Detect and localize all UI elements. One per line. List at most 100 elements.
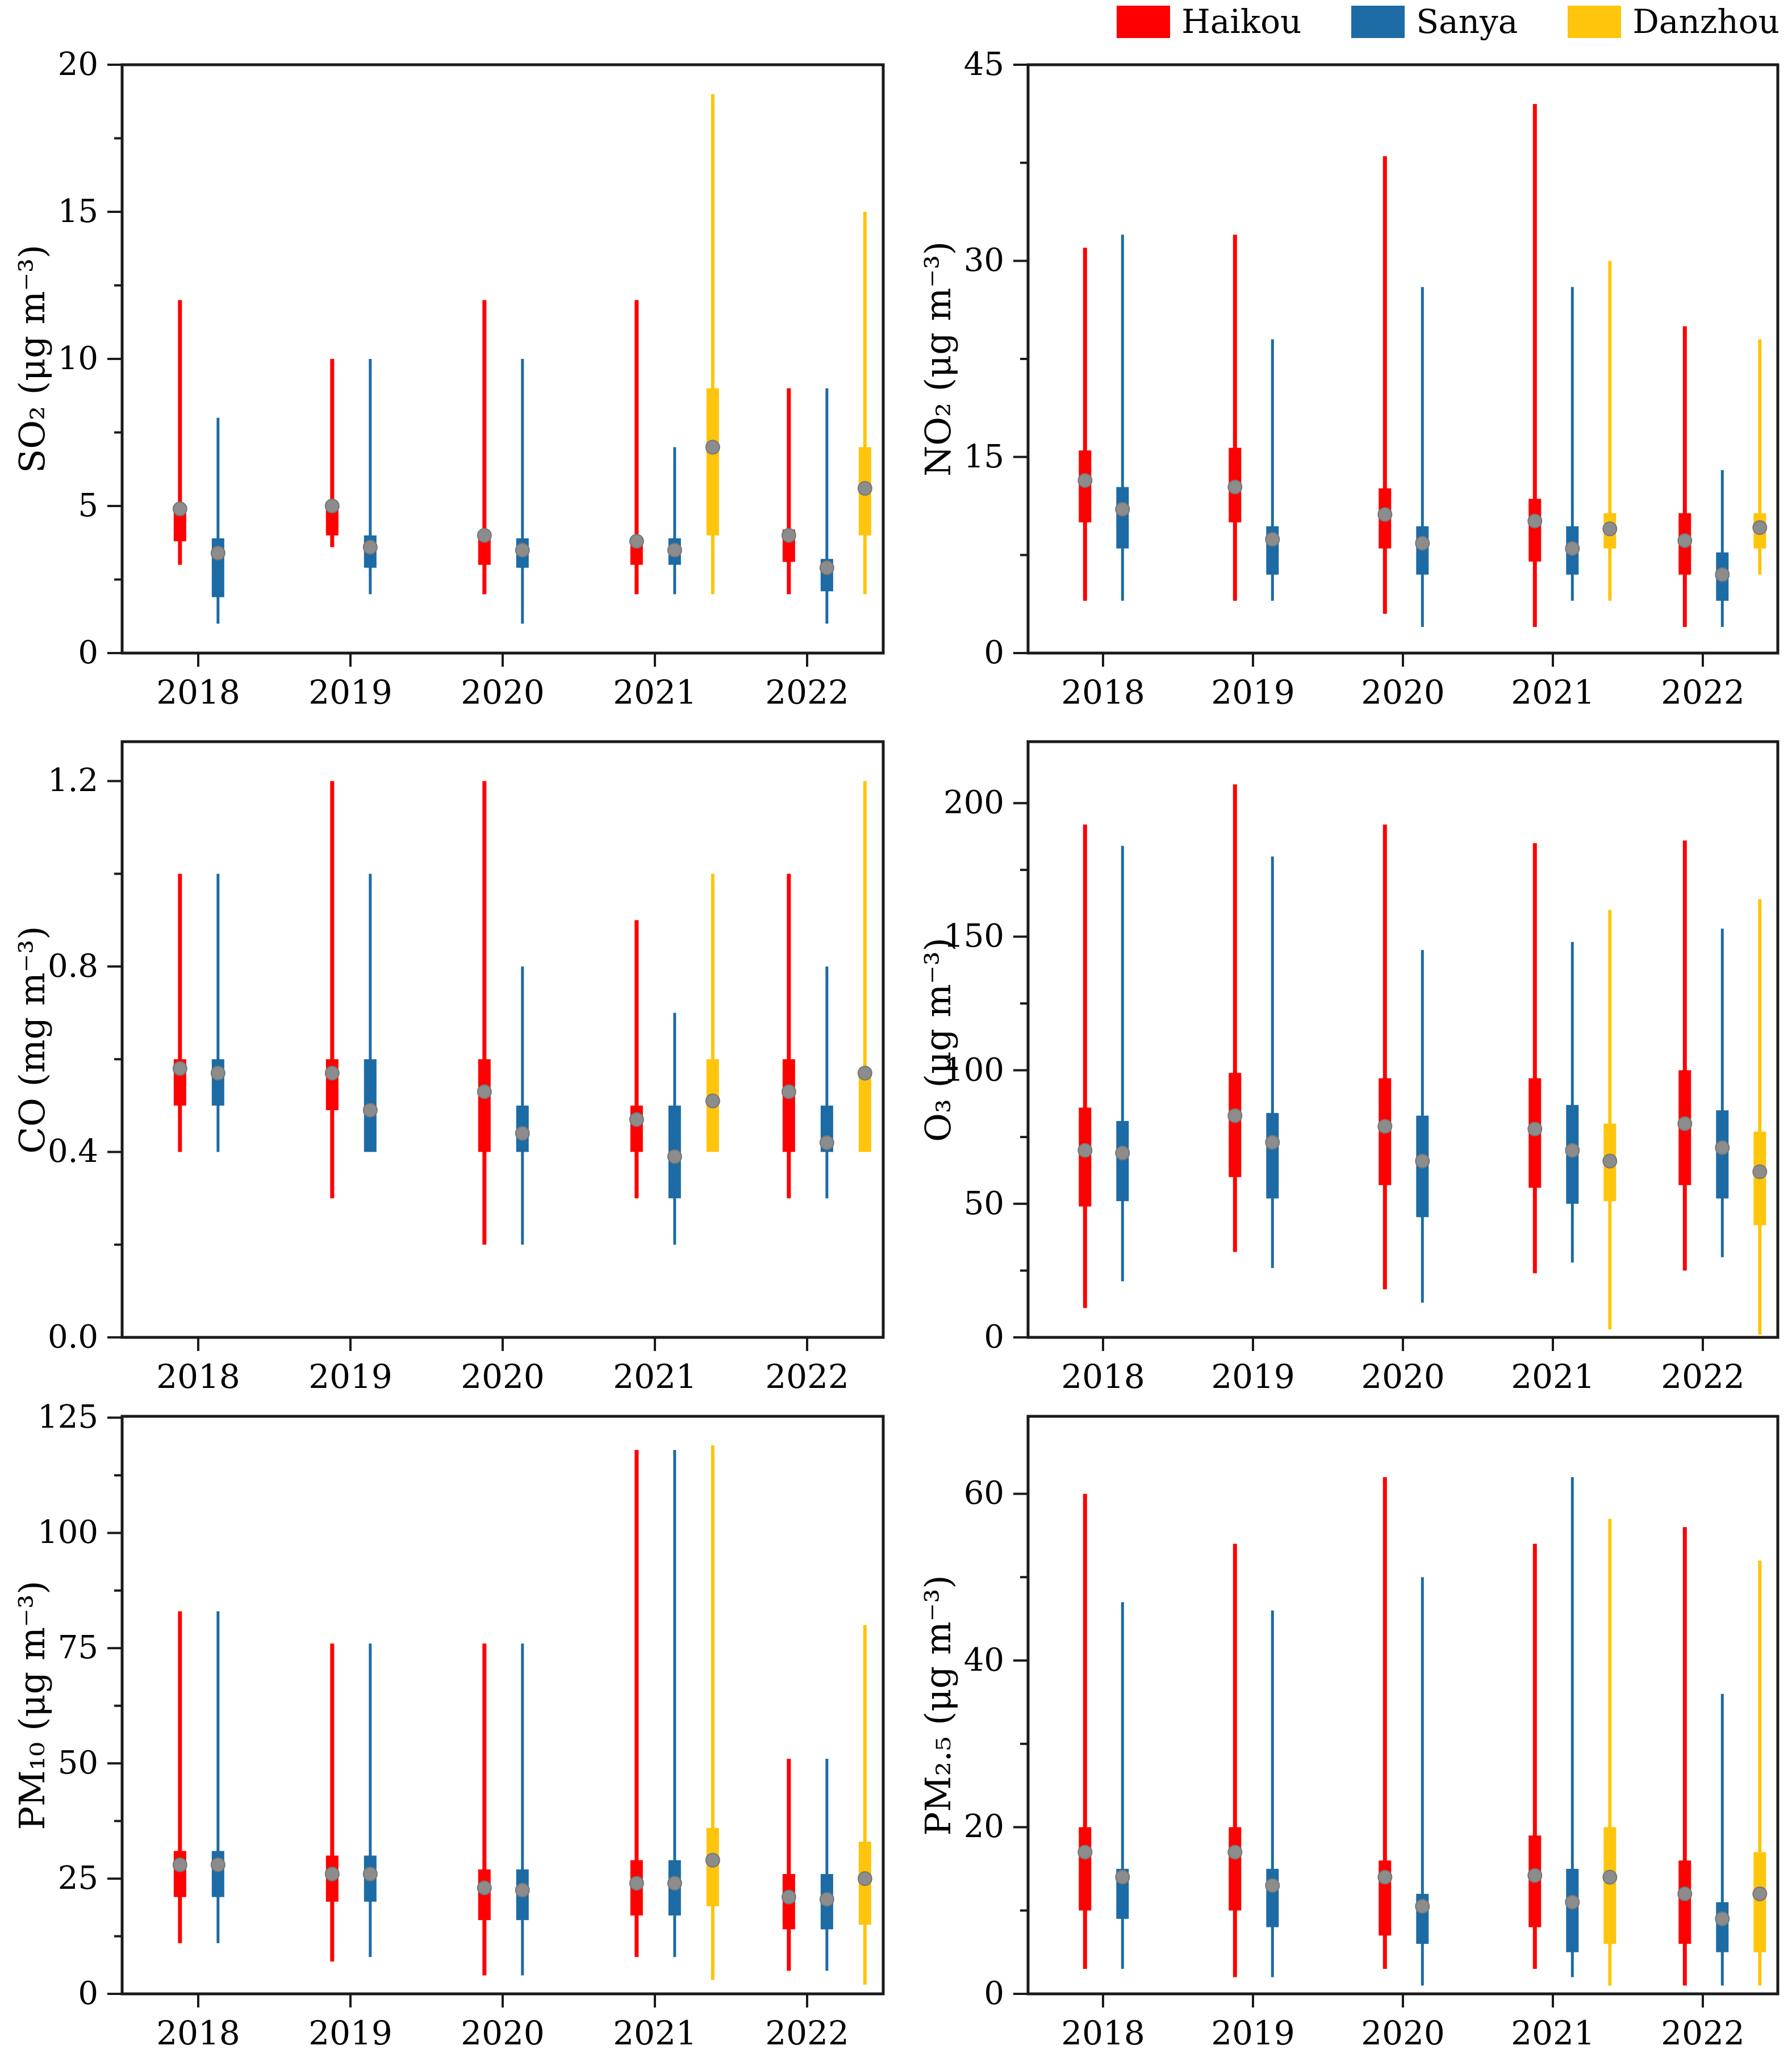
mean-dot-sanya (819, 560, 834, 575)
mean-dot-danzhou (857, 1871, 872, 1887)
box-haikou (1229, 1073, 1242, 1177)
mean-dot-danzhou (1602, 1869, 1618, 1885)
panel-frame-so2 (120, 63, 885, 655)
y-tick-label-co: 0.4 (47, 1133, 98, 1170)
x-tick-label-pm10: 2020 (461, 2014, 545, 2052)
mean-dot-sanya (819, 1135, 834, 1151)
x-tick-label-pm25: 2020 (1361, 2014, 1445, 2052)
mean-dot-sanya (1415, 1898, 1430, 1914)
box-sanya (1116, 1120, 1129, 1202)
mean-dot-sanya (515, 1883, 530, 1898)
mean-dot-sanya (1265, 1135, 1280, 1150)
mean-dot-sanya (515, 542, 530, 558)
box-haikou (782, 1059, 795, 1152)
y-tick-label-o3: 100 (943, 1051, 1004, 1089)
y-tick-label-so2: 20 (57, 46, 98, 83)
box-haikou (478, 1059, 491, 1152)
mean-dot-haikou (172, 1857, 187, 1872)
mean-dot-haikou (172, 501, 187, 517)
y-tick-label-o3: 0 (984, 1319, 1004, 1356)
mean-dot-sanya (667, 1149, 682, 1164)
mean-dot-danzhou (1602, 521, 1618, 537)
x-tick-label-so2: 2022 (765, 673, 849, 712)
mean-dot-sanya (1115, 1145, 1130, 1161)
box-sanya (1716, 1902, 1729, 1952)
mean-dot-danzhou (705, 1093, 720, 1109)
mean-dot-haikou (1077, 1143, 1093, 1158)
x-tick-label-no2: 2019 (1211, 673, 1295, 712)
mean-dot-haikou (1677, 1886, 1693, 1901)
y-tick-label-o3: 50 (963, 1185, 1004, 1222)
legend-item-haikou: Haikou (1117, 2, 1301, 41)
mean-dot-haikou (1377, 507, 1393, 522)
x-tick-label-pm10: 2018 (156, 2014, 240, 2052)
y-tick-label-pm25: 0 (984, 1975, 1004, 2012)
x-tick-label-so2: 2021 (613, 673, 697, 712)
y-axis-label-so2: SO₂ (μg m⁻³) (11, 244, 53, 474)
mean-dot-sanya (1415, 536, 1430, 551)
mean-dot-sanya (362, 1866, 378, 1881)
x-tick-label-o3: 2019 (1211, 1357, 1295, 1396)
box-haikou (1229, 1827, 1242, 1911)
legend-item-sanya: Sanya (1351, 2, 1518, 41)
x-tick-label-o3: 2021 (1511, 1357, 1595, 1396)
mean-dot-sanya (1715, 1140, 1730, 1156)
mean-dot-sanya (515, 1126, 530, 1141)
box-sanya (1266, 1112, 1279, 1199)
mean-dot-sanya (1115, 1869, 1130, 1885)
mean-dot-haikou (477, 1880, 492, 1896)
mean-dot-haikou (629, 1876, 644, 1891)
panel-frame-pm25 (1026, 1415, 1780, 1996)
mean-dot-danzhou (1752, 1886, 1768, 1901)
y-axis-label-no2: NO₂ (μg m⁻³) (917, 241, 959, 477)
mean-dot-haikou (1227, 1108, 1243, 1123)
mean-dot-sanya (667, 542, 682, 558)
y-tick-label-so2: 5 (78, 487, 98, 524)
mean-dot-haikou (477, 1084, 492, 1099)
x-tick-label-o3: 2020 (1361, 1357, 1445, 1396)
mean-dot-sanya (1565, 541, 1580, 556)
panel-frame-pm10 (120, 1415, 885, 1996)
x-tick-label-co: 2018 (156, 1357, 240, 1396)
mean-dot-danzhou (857, 480, 872, 496)
y-tick-label-co: 1.2 (47, 762, 98, 800)
y-tick-label-pm10: 125 (37, 1399, 98, 1436)
mean-dot-sanya (1115, 501, 1130, 517)
x-tick-label-pm25: 2021 (1511, 2014, 1595, 2052)
y-axis-label-o3: O₃ (μg m⁻³) (917, 937, 959, 1142)
haikou-swatch-icon (1117, 5, 1171, 38)
sanya-swatch-icon (1351, 5, 1405, 38)
legend-label-danzhou: Danzhou (1632, 2, 1780, 41)
box-sanya (1116, 487, 1129, 549)
x-tick-label-pm25: 2018 (1061, 2014, 1145, 2052)
legend-label-haikou: Haikou (1181, 2, 1302, 41)
mean-dot-haikou (1227, 479, 1243, 495)
danzhou-swatch-icon (1568, 5, 1622, 38)
y-tick-label-pm25: 40 (963, 1641, 1004, 1679)
box-haikou (478, 535, 491, 565)
mean-dot-sanya (210, 1065, 225, 1081)
mean-dot-danzhou (1752, 520, 1768, 535)
mean-dot-sanya (362, 1102, 378, 1118)
x-tick-label-co: 2022 (765, 1357, 849, 1396)
mean-dot-danzhou (705, 440, 720, 455)
y-tick-label-so2: 10 (57, 340, 98, 377)
x-tick-label-pm25: 2022 (1661, 2014, 1745, 2052)
x-tick-label-pm10: 2019 (308, 2014, 392, 2052)
x-tick-label-o3: 2018 (1061, 1357, 1145, 1396)
y-tick-label-pm10: 75 (57, 1629, 98, 1667)
y-tick-label-no2: 0 (984, 634, 1004, 671)
mean-dot-haikou (324, 1065, 340, 1081)
mean-dot-haikou (781, 528, 796, 543)
y-tick-label-o3: 200 (943, 784, 1004, 822)
panel-frame-o3 (1026, 740, 1780, 1339)
mean-dot-sanya (1265, 532, 1280, 547)
y-axis-label-co: CO (mg m⁻³) (11, 926, 53, 1153)
y-tick-label-co: 0.8 (47, 947, 98, 985)
x-tick-label-co: 2020 (461, 1357, 545, 1396)
mean-dot-sanya (1715, 567, 1730, 582)
x-tick-label-so2: 2019 (308, 673, 392, 712)
mean-dot-haikou (781, 1889, 796, 1905)
